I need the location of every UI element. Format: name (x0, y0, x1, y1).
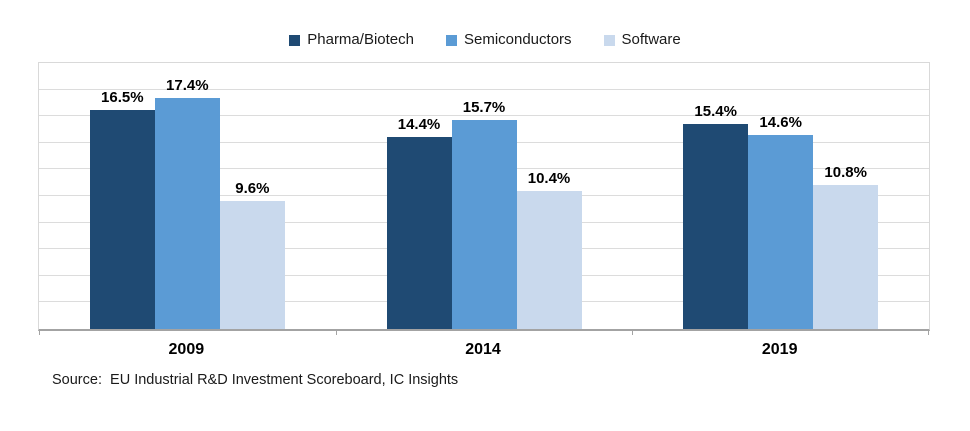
bar-value-label: 10.4% (527, 169, 571, 187)
bar-value-label: 10.8% (824, 164, 867, 182)
plot-area: 16.5% 17.4% 9.6% 14.4% 15.7% 10.4% 15.4% 14.6% 1… (38, 62, 930, 335)
bar-semiconductors-2014: 15.7% (451, 99, 517, 329)
bar-group-2014: 14.4% 15.7% 10.4% (336, 63, 633, 329)
axis-tick (335, 329, 337, 335)
gridline-16 (39, 115, 929, 117)
bar-value-label: 9.6% (235, 180, 270, 198)
legend-label: Software (621, 31, 681, 48)
legend-item-pharma-biotech: Pharma/Biotech (289, 31, 414, 49)
bar-pharma-biotech-2019: 15.4% (683, 103, 749, 329)
legend-label: Pharma/Biotech (307, 31, 414, 48)
source-note: Source: EU Industrial R&D Investment Sco… (52, 372, 459, 388)
x-axis-label-2009: 2009 (168, 341, 205, 358)
bar-pharma-biotech-2009: 16.5% (89, 89, 155, 329)
bar-value-label: 14.4% (397, 116, 441, 134)
chart-legend: Pharma/Biotech Semiconductors Software (0, 31, 970, 49)
gridline-18 (39, 88, 929, 90)
bar-semiconductors-2009: 17.4% (154, 77, 220, 329)
bar-value-label: 15.4% (694, 103, 737, 121)
bar-value-label: 17.4% (166, 76, 209, 94)
bar-software-2009: 9.6% (219, 180, 285, 329)
bar-software-2019: 10.8% (813, 164, 879, 329)
bar-value-label: 14.6% (759, 113, 802, 131)
bar-software-2014: 10.4% (516, 170, 582, 329)
axis-tick (632, 329, 634, 335)
semiconductors-swatch-icon (445, 34, 457, 46)
legend-item-software: Software (603, 31, 681, 49)
software-swatch-icon (603, 34, 615, 46)
x-axis-label-2019: 2019 (761, 341, 798, 358)
bar-group-2019: 15.4% 14.6% 10.8% (632, 63, 929, 329)
bar-group-2009: 16.5% 17.4% 9.6% (39, 63, 336, 329)
x-axis-labels: 2009 2014 2019 (38, 341, 928, 359)
axis-tick (39, 329, 40, 335)
pharma-biotech-swatch-icon (289, 34, 301, 46)
bar-pharma-biotech-2014: 14.4% (386, 116, 452, 329)
bar-value-label: 16.5% (101, 88, 144, 106)
bar-groups: 16.5% 17.4% 9.6% 14.4% 15.7% 10.4% 15.4% 14.6% 1… (39, 63, 929, 329)
legend-item-semiconductors: Semiconductors (445, 31, 572, 49)
x-axis-label-2014: 2014 (465, 341, 501, 358)
legend-label: Semiconductors (463, 31, 572, 48)
bar-semiconductors-2019: 14.6% (748, 114, 814, 329)
bar-value-label: 15.7% (462, 99, 506, 117)
axis-tick (928, 329, 929, 335)
